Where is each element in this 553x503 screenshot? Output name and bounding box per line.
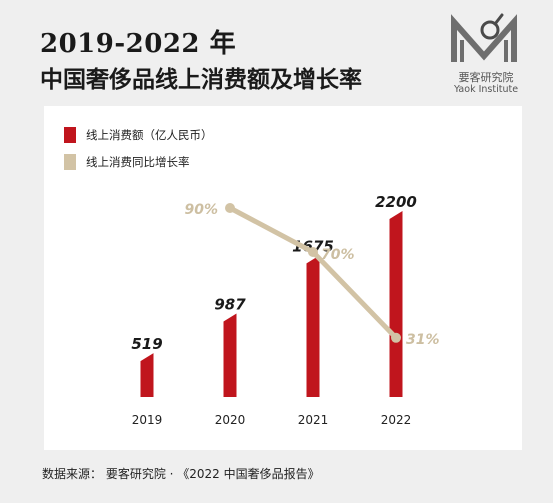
x-tick-label-2022: 2022 <box>381 413 412 427</box>
growth-label-2021: 70% <box>321 247 355 263</box>
legend-label-growth: 线上消费同比增长率 <box>86 155 190 169</box>
x-tick-label-2021: 2021 <box>298 413 329 427</box>
brand-logo: 要客研究院 Yaok Institute <box>444 12 528 102</box>
growth-point-2021 <box>308 247 318 257</box>
bar-value-label-2021: 1675 <box>292 237 334 255</box>
bar-value-label-2020: 987 <box>214 296 246 314</box>
chart-title-line1: 2019-2022 年 <box>40 29 237 59</box>
growth-point-2022 <box>391 332 401 343</box>
chart-card: 线上消费额（亿人民币） 线上消费同比增长率 519 987 1675 2200 90% 7… <box>44 106 522 450</box>
chart-plot: 519 987 1675 2200 90% 70% 31% 2019 2020 2021 2022 <box>131 193 440 427</box>
legend-item-consumption: 线上消费额（亿人民币） <box>64 127 213 143</box>
yaok-logo-icon <box>451 13 517 62</box>
logo-name-en: Yaok Institute <box>453 84 519 95</box>
growth-label-2020: 90% <box>184 202 218 218</box>
legend-label-consumption: 线上消费额（亿人民币） <box>86 128 213 142</box>
x-tick-label-2019: 2019 <box>132 413 163 427</box>
bar-2019 <box>140 353 154 397</box>
chart-title-line2: 中国奢侈品线上消费额及增长率 <box>40 66 362 93</box>
bar-value-label-2022: 2200 <box>375 193 417 211</box>
legend-swatch-line <box>64 154 76 170</box>
legend-item-growth: 线上消费同比增长率 <box>64 154 190 170</box>
legend-swatch-bar <box>64 127 76 143</box>
bar-2020 <box>223 313 237 397</box>
logo-name-cn: 要客研究院 <box>458 71 514 84</box>
bar-value-label-2019: 519 <box>131 335 162 353</box>
bar-2021 <box>306 255 320 397</box>
growth-label-2022: 31% <box>406 332 440 348</box>
source-note: 数据来源： 要客研究院 · 《2022 中国奢侈品报告》 <box>42 467 320 481</box>
growth-point-2020 <box>225 203 235 213</box>
x-tick-label-2020: 2020 <box>215 413 246 427</box>
bar-2022 <box>389 211 403 397</box>
